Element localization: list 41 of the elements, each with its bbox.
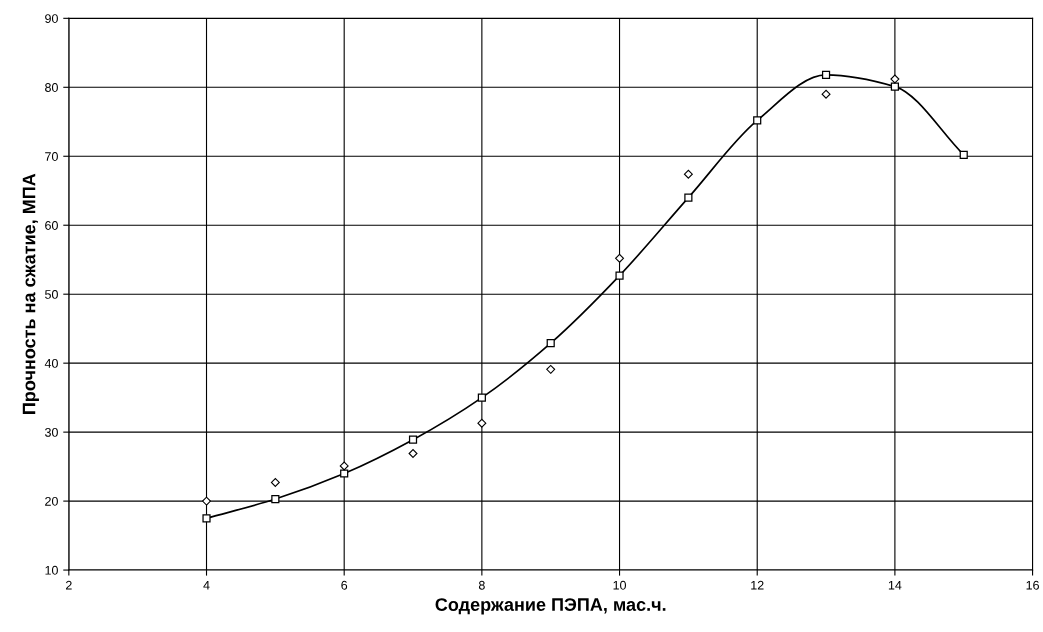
- point: [270, 477, 280, 487]
- point: [546, 364, 556, 374]
- point: [821, 70, 831, 79]
- y-tick-label: 60: [45, 221, 58, 230]
- point: [615, 253, 625, 263]
- x-tick-label: 4: [203, 580, 210, 590]
- point: [340, 469, 349, 478]
- point: [339, 461, 349, 471]
- x-axis-title: Содержание ПЭПА, мас.ч.: [435, 598, 666, 615]
- x-tick-label: 16: [1026, 580, 1039, 590]
- point: [684, 193, 693, 202]
- y-tick-label: 80: [45, 83, 58, 92]
- point: [408, 449, 418, 458]
- y-tick-label: 10: [45, 565, 58, 575]
- point: [615, 271, 624, 280]
- y-tick-label: 30: [45, 427, 58, 437]
- x-tick-label: 12: [751, 580, 764, 590]
- y-tick-label: 20: [45, 496, 58, 506]
- point: [821, 89, 831, 99]
- y-tick-label: 90: [45, 14, 58, 23]
- point: [683, 169, 693, 179]
- x-tick-label: 6: [341, 580, 348, 590]
- point: [271, 494, 280, 504]
- point: [959, 150, 968, 159]
- x-tick-label: 8: [478, 580, 485, 590]
- point: [753, 116, 762, 125]
- y-tick-label: 50: [45, 290, 58, 299]
- x-tick-label: 10: [613, 580, 627, 590]
- x-tick-label: 14: [888, 580, 902, 590]
- point: [890, 82, 899, 91]
- point: [477, 418, 487, 428]
- point: [202, 496, 211, 506]
- point: [408, 435, 418, 444]
- y-tick-label: 70: [45, 152, 58, 161]
- point: [477, 393, 486, 402]
- point: [546, 339, 555, 348]
- point: [890, 74, 900, 84]
- point: [202, 514, 211, 523]
- y-tick-label: 40: [44, 358, 58, 368]
- y-axis-title: Прочность на сжатие, МПА: [22, 173, 39, 414]
- x-tick-label: 2: [65, 580, 72, 590]
